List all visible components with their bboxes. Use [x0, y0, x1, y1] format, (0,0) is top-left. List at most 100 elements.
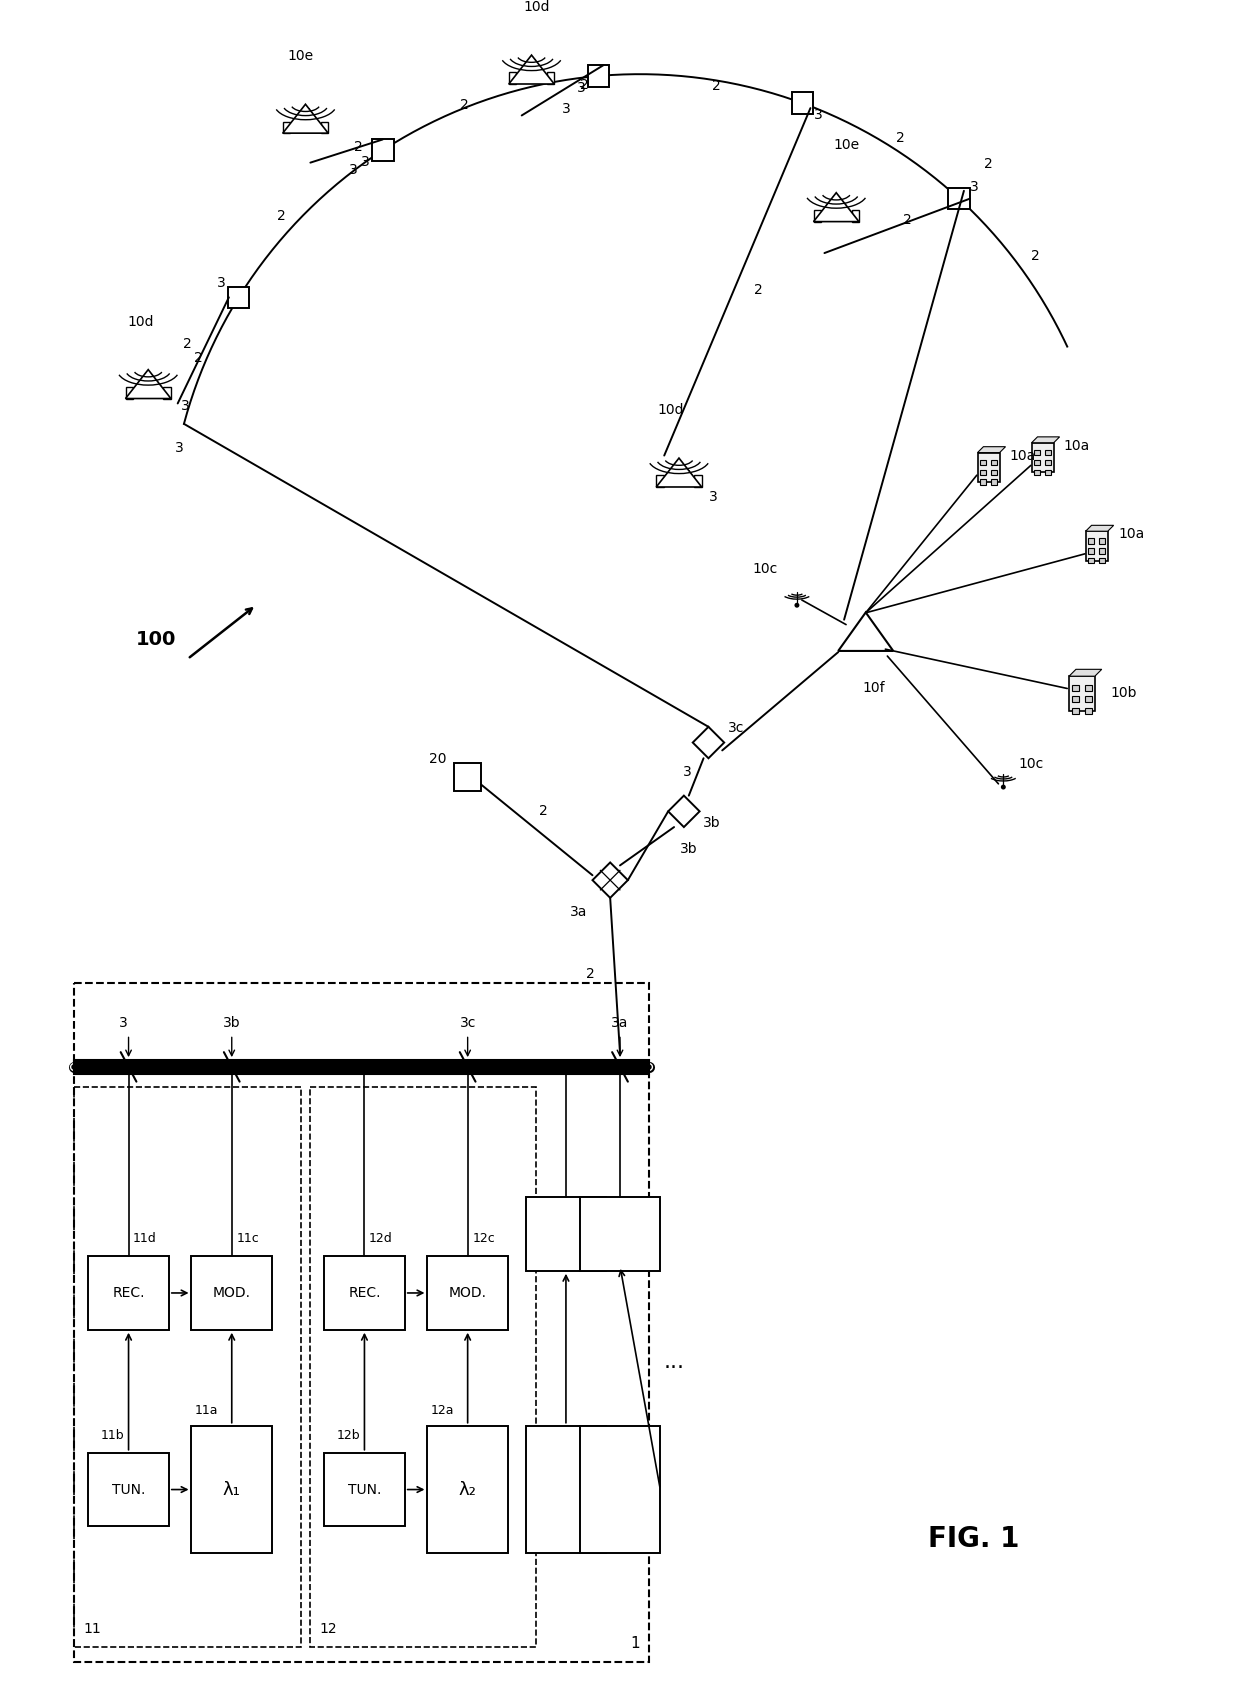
Text: 10c: 10c	[1018, 758, 1044, 772]
Circle shape	[795, 603, 800, 608]
Text: TUN.: TUN.	[347, 1483, 381, 1497]
Text: 2: 2	[985, 157, 993, 171]
Text: FIG. 1: FIG. 1	[929, 1524, 1019, 1553]
Bar	[1085, 707, 1091, 714]
Polygon shape	[1032, 437, 1060, 442]
Bar	[1032, 442, 1054, 473]
Polygon shape	[813, 193, 859, 222]
Text: 3: 3	[971, 179, 980, 195]
Bar	[324, 1256, 404, 1330]
Text: 2: 2	[580, 79, 589, 92]
Text: 10f: 10f	[862, 681, 885, 695]
Text: 3b: 3b	[703, 816, 720, 830]
Text: 2: 2	[903, 213, 911, 227]
Text: 10d: 10d	[523, 0, 549, 14]
Bar	[191, 1256, 272, 1330]
Bar	[1034, 469, 1040, 475]
Bar	[580, 1197, 660, 1270]
Polygon shape	[508, 55, 554, 84]
Text: 1: 1	[630, 1637, 640, 1651]
Bar	[428, 1425, 508, 1553]
Bar	[164, 387, 171, 398]
Text: 3: 3	[577, 80, 585, 96]
Text: 12a: 12a	[430, 1405, 454, 1417]
Text: 12: 12	[319, 1622, 337, 1635]
Bar	[1034, 459, 1040, 464]
Bar	[283, 121, 290, 133]
Text: 2: 2	[754, 283, 763, 297]
Bar	[1073, 685, 1079, 691]
Bar	[74, 1060, 650, 1074]
Text: 11: 11	[83, 1622, 100, 1635]
Bar	[991, 480, 997, 485]
Text: 2: 2	[895, 131, 905, 145]
Text: 3: 3	[175, 442, 184, 456]
Text: 2: 2	[1030, 249, 1039, 263]
Bar	[991, 469, 997, 475]
Bar	[508, 72, 516, 84]
Text: 11a: 11a	[195, 1405, 218, 1417]
Text: 20: 20	[429, 753, 446, 766]
Bar	[694, 476, 702, 486]
Text: 10e: 10e	[833, 138, 859, 152]
Polygon shape	[1069, 669, 1102, 676]
Bar	[547, 72, 554, 84]
Text: 11b: 11b	[100, 1429, 125, 1442]
Bar	[1045, 469, 1052, 475]
Polygon shape	[977, 447, 1006, 452]
Bar	[372, 140, 393, 160]
Bar	[1045, 451, 1052, 456]
Bar	[580, 1425, 660, 1553]
Polygon shape	[125, 370, 171, 398]
Bar	[1089, 558, 1094, 563]
Bar	[949, 188, 970, 210]
Bar	[1085, 696, 1091, 702]
Bar	[74, 983, 650, 1661]
Bar	[813, 210, 821, 222]
Text: 12c: 12c	[472, 1232, 495, 1246]
Bar	[428, 1256, 508, 1330]
Text: 10a: 10a	[1064, 439, 1090, 452]
Text: 3: 3	[181, 399, 190, 413]
Text: 2: 2	[277, 208, 285, 224]
Text: MOD.: MOD.	[449, 1285, 486, 1301]
Text: 3: 3	[709, 490, 718, 504]
Polygon shape	[1086, 526, 1114, 531]
Text: 11c: 11c	[237, 1232, 259, 1246]
Bar	[321, 121, 329, 133]
Text: 2: 2	[182, 336, 191, 352]
Bar	[324, 1453, 404, 1526]
Text: MOD.: MOD.	[213, 1285, 250, 1301]
Text: 3: 3	[348, 162, 357, 178]
Bar	[310, 1087, 537, 1647]
Text: 3: 3	[217, 275, 226, 290]
Text: 2: 2	[539, 804, 548, 818]
Bar	[1100, 558, 1105, 563]
Text: 2: 2	[193, 350, 202, 365]
Bar	[1100, 538, 1105, 545]
Text: 3: 3	[562, 102, 570, 116]
Bar	[526, 1425, 606, 1553]
Text: REC.: REC.	[113, 1285, 145, 1301]
Text: 3b: 3b	[680, 842, 698, 855]
Bar	[125, 387, 133, 398]
Bar	[656, 476, 663, 486]
Bar	[977, 452, 999, 481]
Text: 10a: 10a	[1118, 527, 1145, 541]
Bar	[88, 1453, 169, 1526]
Bar	[1089, 538, 1094, 545]
Bar	[792, 92, 813, 114]
Bar	[588, 65, 609, 87]
Text: 12d: 12d	[368, 1232, 392, 1246]
Bar	[74, 1087, 300, 1647]
Bar	[1089, 548, 1094, 553]
Circle shape	[1001, 785, 1006, 790]
Text: 3c: 3c	[728, 720, 744, 734]
Bar	[1085, 685, 1091, 691]
Bar	[981, 469, 986, 475]
Bar	[1034, 451, 1040, 456]
Text: 10c: 10c	[753, 562, 777, 575]
Bar	[1045, 459, 1052, 464]
Text: 12b: 12b	[337, 1429, 361, 1442]
Text: ...: ...	[663, 1352, 684, 1372]
